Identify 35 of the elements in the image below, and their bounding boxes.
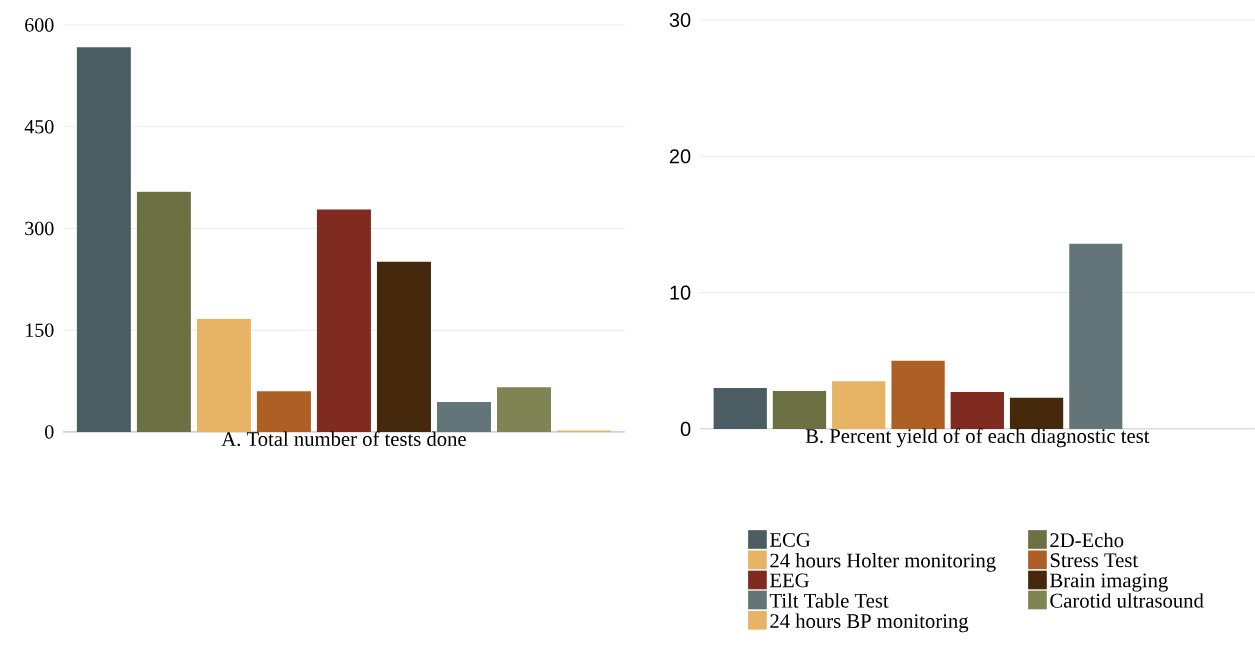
bar — [496, 387, 552, 432]
legend-label: Brain imaging — [1050, 573, 1168, 592]
x-axis-title: A. Total number of tests done — [221, 431, 466, 447]
bar — [376, 261, 431, 432]
y-tick-label: 150 — [26, 323, 54, 337]
y-tick-label: 20 — [669, 149, 691, 164]
bar — [196, 318, 251, 432]
y-tick-label: 600 — [25, 18, 54, 32]
legend-label: 24 hours Holter monitoring — [770, 553, 996, 572]
bar — [950, 392, 1004, 429]
y-tick-label: 10 — [670, 285, 691, 300]
bar — [136, 191, 191, 432]
y-tick-label: 0 — [680, 421, 691, 437]
bar — [1009, 397, 1064, 429]
legend-label: EEG — [770, 573, 809, 588]
bar — [316, 209, 371, 432]
bar — [256, 391, 311, 432]
y-tick-label: 300 — [25, 221, 54, 236]
bar — [832, 381, 886, 429]
y-tick-label: 30 — [669, 12, 691, 28]
bar — [1069, 243, 1123, 429]
legend-label: Tilt Table Test — [769, 593, 889, 608]
legend-label: ECG — [770, 533, 811, 547]
bar — [436, 402, 491, 432]
bar — [891, 360, 945, 429]
legend-label: 24 hours BP monitoring — [770, 613, 969, 633]
y-tick-label: 0 — [45, 425, 54, 439]
legend-label: Carotid ultrasound — [1050, 593, 1204, 608]
bar — [76, 47, 131, 432]
bar — [772, 390, 827, 429]
legend-label: Stress Test — [1050, 553, 1139, 568]
y-tick-label: 450 — [24, 120, 54, 134]
x-axis-title: B. Percent yield of of each diagnostic test — [805, 428, 1150, 448]
legend-label: 2D-Echo — [1050, 532, 1124, 548]
bar — [713, 388, 767, 429]
